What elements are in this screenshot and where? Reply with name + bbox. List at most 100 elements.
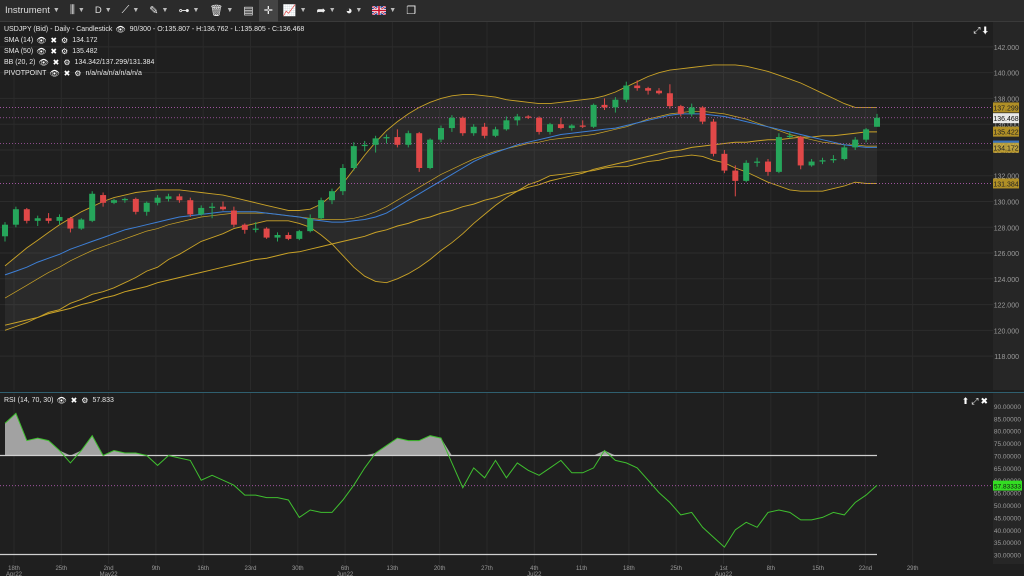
candlestick-chart[interactable]: 142.000140.000138.000136.000134.000132.0… [0,22,1024,390]
timeframe-label: D [94,5,102,16]
close-icon[interactable]: ✖ [980,396,990,406]
candle-body [874,117,880,127]
sma14-tag-text: 134.172 [993,146,1018,153]
palette-icon: ◕ [345,4,353,17]
eye-icon[interactable]: 👁 [36,47,48,56]
language-menu[interactable]: ▼ [367,0,401,22]
candle-body [863,129,870,140]
gear-icon[interactable]: ⚙ [61,47,70,56]
eye-icon[interactable]: 👁 [49,69,61,78]
chevron-down-icon: ▼ [52,7,60,14]
rsi-y-tick-label: 70.00000 [994,453,1021,460]
candle-body [372,138,379,145]
rsi-y-tick-label: 80.00000 [994,429,1021,436]
popout-icon: ❐ [406,5,417,17]
candle-body [89,193,96,221]
theme-menu[interactable]: ◕ ▼ [341,0,368,22]
share-icon: ➦ [316,5,326,17]
bb-lower-tag-bg [993,178,1019,189]
rsi-y-tick-label: 35.00000 [994,540,1021,547]
close-icon[interactable]: ✖ [70,396,79,405]
candle-body [154,197,161,203]
bb-label: BB (20, 2) [4,59,36,66]
time-axis[interactable]: 18th Apr22 25th 2nd May22 9th 16th 23rd 30th 6th J… [0,564,1024,576]
price-axis-bg [993,22,1024,390]
indicators-menu[interactable]: 📈 ▼ [278,0,312,22]
move-up-icon[interactable]: ⬆ [961,396,972,406]
x-tick-label: 18th [623,566,635,572]
x-tick-label: 15th [812,566,824,572]
eye-icon[interactable]: 👁 [56,396,68,405]
close-icon[interactable]: ✖ [50,36,59,45]
trash-icon: 🗑 [209,5,224,17]
candle-body [634,85,641,89]
candle-body [45,218,52,221]
candle-body [579,125,586,127]
candle-body [841,147,848,159]
candle-body [470,126,477,134]
x-tick-label: 16th [197,566,209,572]
shapes-menu[interactable]: ⊶ ▼ [173,0,204,22]
bb-upper-tag-bg [993,102,1019,113]
sma14-line [4,113,877,276]
layout-button[interactable]: ▤ [238,0,258,22]
popout-button[interactable]: ❐ [401,0,421,22]
eye-icon[interactable]: 👁 [38,58,50,67]
candle-body [67,218,74,229]
gear-icon[interactable]: ⚙ [61,36,70,45]
gear-icon[interactable]: ⚙ [81,396,90,405]
candle-body [143,202,150,212]
eye-icon[interactable]: 👁 [36,36,48,45]
candle-body [198,207,205,215]
rsi-axis-bg [993,393,1024,565]
indicators-icon: 📈 [282,5,297,17]
rsi-chart[interactable]: 90.00000 85.00000 80.00000 75.00000 70.00000… [0,393,1024,565]
drawing-lines-menu[interactable]: ⟋ ▼ [117,0,145,22]
close-icon[interactable]: ✖ [50,47,59,56]
y-tick-label: 122.000 [994,303,1019,310]
gear-icon[interactable]: ⚙ [63,58,72,67]
chart-type-menu[interactable]: ⫼ ▼ [65,0,90,22]
sma50-tag-text: 135.422 [993,130,1018,137]
close-icon[interactable]: ✖ [63,69,72,78]
candle-body [503,120,510,130]
chevron-down-icon: ▼ [389,7,397,14]
bb-lower-tag-text: 131.384 [993,181,1018,188]
ohlc-readout: 90/300 - O:135.807 - H:136.762 - L:135.8… [129,26,305,33]
candle-body [165,196,172,199]
chevron-down-icon: ▼ [132,7,140,14]
rsi-overbought-fill [5,413,877,456]
share-menu[interactable]: ➦ ▼ [312,0,341,22]
timeframe-menu[interactable]: D ▼ [90,0,117,22]
rsi-y-tick-label: 45.00000 [994,515,1021,522]
eye-icon[interactable]: 👁 [115,25,127,34]
price-pane[interactable]: 142.000140.000138.000136.000134.000132.0… [0,22,1024,390]
rsi-y-tick-label: 50.00000 [994,503,1021,510]
close-icon[interactable]: ✖ [52,58,61,67]
y-tick-label: 120.000 [994,328,1019,335]
expand-icon[interactable]: ⤢ [971,396,981,406]
candle-body [318,200,325,219]
y-tick-label: 142.000 [994,45,1019,52]
candle-body [252,228,259,230]
x-month-label: May22 [100,572,119,576]
candle-body [23,209,30,221]
candle-body [241,224,248,230]
rsi-pane[interactable]: 90.00000 85.00000 80.00000 75.00000 70.00000… [0,392,1024,565]
bollinger-band-fill [5,64,877,331]
rsi-legend: RSI (14, 70, 30) 👁 ✖ ⚙ 57.833 [4,396,114,405]
candle-body [775,137,782,172]
drawing-tools-menu[interactable]: ✎ ▼ [144,0,173,22]
instrument-menu[interactable]: Instrument ▼ [0,0,65,22]
move-down-icon[interactable]: ⬇ [982,25,990,35]
y-tick-label: 124.000 [994,277,1019,284]
x-tick-label: 30th [292,566,304,572]
crosshair-button[interactable]: ✛ [258,0,278,22]
candle-body [34,218,41,221]
candle-body [274,235,281,238]
candle-body [361,144,368,147]
candle-body [732,170,739,181]
delete-menu[interactable]: 🗑 ▼ [204,0,238,22]
expand-icon[interactable]: ⤢ [973,25,983,35]
gear-icon[interactable]: ⚙ [74,69,83,78]
